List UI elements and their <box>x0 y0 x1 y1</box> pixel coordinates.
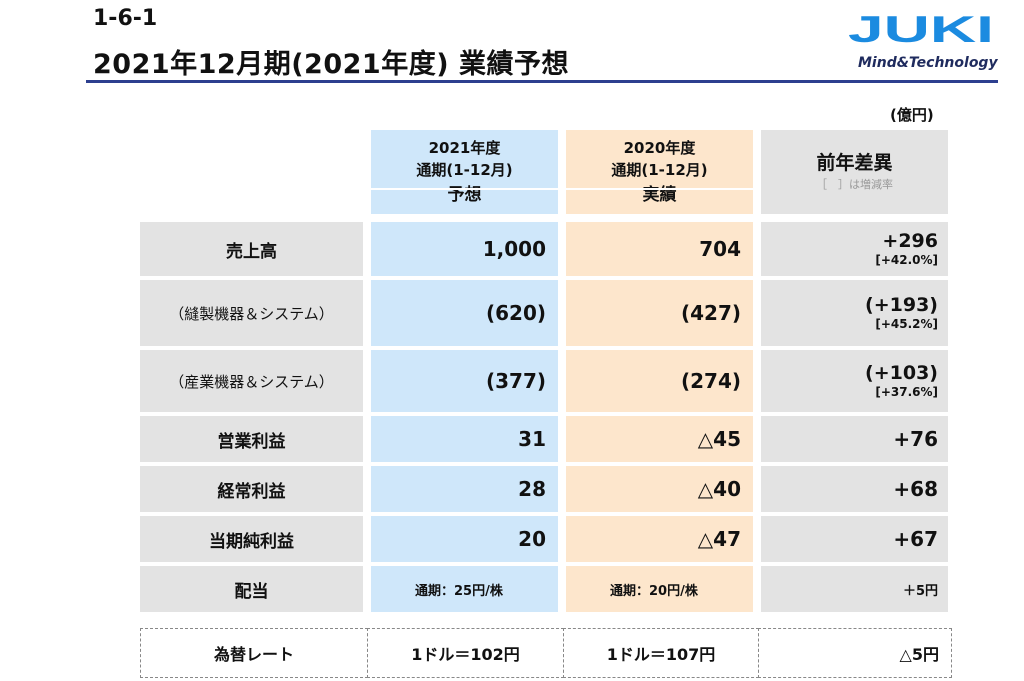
sales-diff: +296 [+42.0%] <box>761 222 948 276</box>
svg-text:JUKI: JUKI <box>848 13 994 45</box>
col-header-diff-title: 前年差異 <box>816 152 893 174</box>
operating-profit-diff: +76 <box>761 416 948 462</box>
col-header-diff: 前年差異 ［ ］は増減率 <box>761 130 948 214</box>
col-header-actual-year: 2020年度 <box>623 139 696 157</box>
fx-label: 為替レート <box>140 628 368 678</box>
net-income-forecast: 20 <box>371 516 558 562</box>
sewing-diff: (+193) [+45.2%] <box>761 280 948 346</box>
col-header-actual-type: 実績 <box>642 185 677 205</box>
sales-diff-rate: [+42.0%] <box>875 253 938 267</box>
sewing-forecast: (620) <box>371 280 558 346</box>
dividend-diff: ＋5円 <box>761 566 948 612</box>
col-header-forecast-type: 予想 <box>447 185 482 205</box>
juki-logo: JUKI <box>848 13 994 45</box>
fx-actual: 1ドル＝107円 <box>563 628 759 678</box>
row-label-operating-profit: 営業利益 <box>140 416 363 462</box>
industrial-diff-rate: [+37.6%] <box>875 385 938 399</box>
sewing-diff-value: (+193) <box>865 294 938 316</box>
row-label-sewing: （縫製機器＆システム） <box>140 280 363 346</box>
row-label-dividend: 配当 <box>140 566 363 612</box>
row-label-net-income: 当期純利益 <box>140 516 363 562</box>
col-header-forecast-year: 2021年度 <box>428 139 501 157</box>
industrial-diff: (+103) [+37.6%] <box>761 350 948 412</box>
operating-profit-actual: △45 <box>566 416 753 462</box>
ordinary-profit-diff: +68 <box>761 466 948 512</box>
dividend-actual: 通期：20円/株 <box>566 566 753 612</box>
sales-forecast: 1,000 <box>371 222 558 276</box>
operating-profit-forecast: 31 <box>371 416 558 462</box>
col-header-diff-note: ［ ］は増減率 <box>816 178 893 191</box>
sewing-diff-rate: [+45.2%] <box>875 317 938 331</box>
section-number: 1-6-1 <box>93 6 158 31</box>
col-header-actual: 2020年度 通期(1-12月) 実績 <box>566 130 753 214</box>
ordinary-profit-actual: △40 <box>566 466 753 512</box>
sales-diff-value: +296 <box>882 230 938 252</box>
col-header-forecast: 2021年度 通期(1-12月) 予想 <box>371 130 558 214</box>
industrial-forecast: (377) <box>371 350 558 412</box>
fx-diff: △5円 <box>758 628 952 678</box>
net-income-actual: △47 <box>566 516 753 562</box>
title-divider <box>86 80 998 83</box>
row-label-ordinary-profit: 経常利益 <box>140 466 363 512</box>
page-title: 2021年12月期(2021年度) 業績予想 <box>93 49 569 80</box>
ordinary-profit-forecast: 28 <box>371 466 558 512</box>
industrial-diff-value: (+103) <box>865 362 938 384</box>
header-separator <box>371 188 558 190</box>
row-label-sales: 売上高 <box>140 222 363 276</box>
net-income-diff: +67 <box>761 516 948 562</box>
logo-tagline: Mind&Technology <box>858 55 998 71</box>
fx-forecast: 1ドル＝102円 <box>367 628 564 678</box>
industrial-actual: (274) <box>566 350 753 412</box>
header-separator <box>566 188 753 190</box>
row-label-industrial: （産業機器＆システム） <box>140 350 363 412</box>
unit-label: (億円) <box>890 106 934 124</box>
sales-actual: 704 <box>566 222 753 276</box>
col-header-actual-period: 通期(1-12月) <box>611 161 708 179</box>
dividend-forecast: 通期：25円/株 <box>371 566 558 612</box>
sewing-actual: (427) <box>566 280 753 346</box>
col-header-forecast-period: 通期(1-12月) <box>416 161 513 179</box>
